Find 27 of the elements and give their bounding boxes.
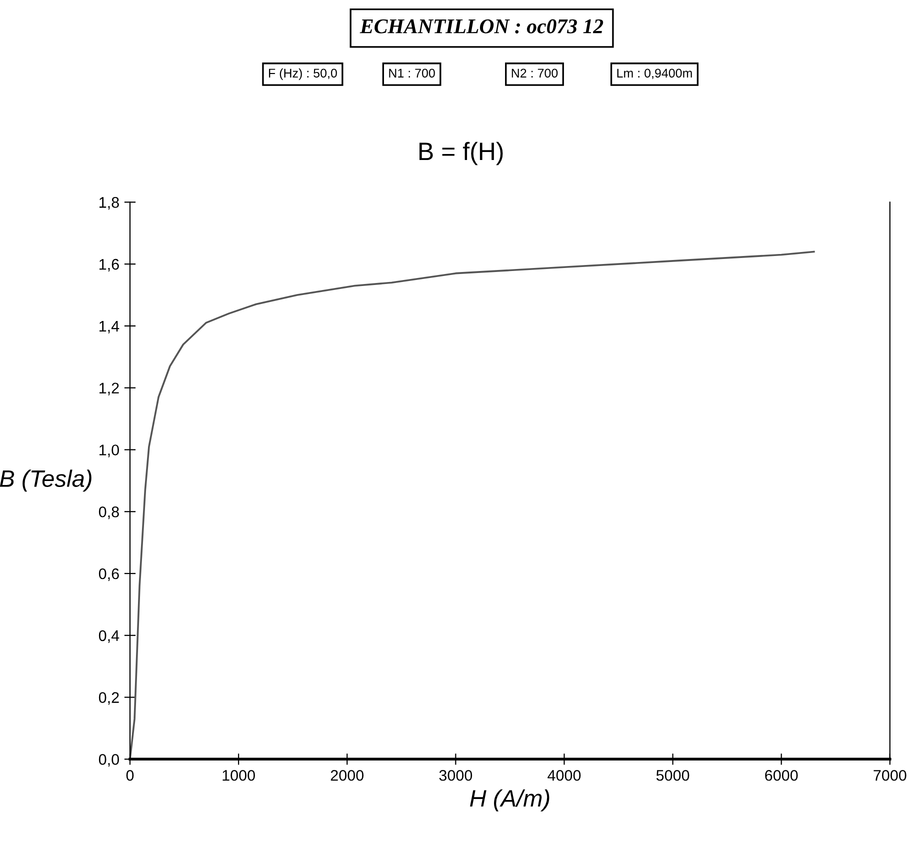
y-tick-label: 0,4 xyxy=(98,630,120,643)
x-tick-label: 3000 xyxy=(439,770,472,781)
x-tick-label: 5000 xyxy=(656,770,690,781)
y-tick-label: 1,6 xyxy=(100,258,119,272)
y-tick-label: 1,2 xyxy=(100,382,119,396)
text: N1 : 700 xyxy=(389,68,435,78)
x-tick-label: 7000 xyxy=(874,770,906,781)
y-tick-label: 0,0 xyxy=(98,754,119,767)
y-tick-label: 0,6 xyxy=(98,568,119,581)
y-axis-title: B (Tesla) xyxy=(0,470,92,492)
chart-title: ECHANTILLON : oc073 12 xyxy=(360,19,604,34)
y-tick-label: 1,0 xyxy=(100,444,119,458)
text: F (Hz) : 50,0 xyxy=(268,68,337,80)
text: Lm : 0,9400m xyxy=(617,68,692,80)
y-tick-label: 1,8 xyxy=(100,197,119,210)
y-tick-label: 1,4 xyxy=(100,320,120,334)
text: N2 : 700 xyxy=(512,68,558,78)
chart-subtitle: B = f(H) xyxy=(420,142,503,166)
y-tick-label: 0,8 xyxy=(98,506,119,520)
x-tick-label: 6000 xyxy=(765,770,798,781)
x-tick-label: 1000 xyxy=(222,770,255,781)
y-tick-label: 0,2 xyxy=(98,692,119,705)
x-tick-label: 0 xyxy=(126,770,134,781)
line-series xyxy=(130,250,815,760)
x-axis-title: H (A/m) xyxy=(470,789,550,812)
x-tick-label: 2000 xyxy=(330,770,364,781)
x-tick-label: 4000 xyxy=(548,770,581,781)
